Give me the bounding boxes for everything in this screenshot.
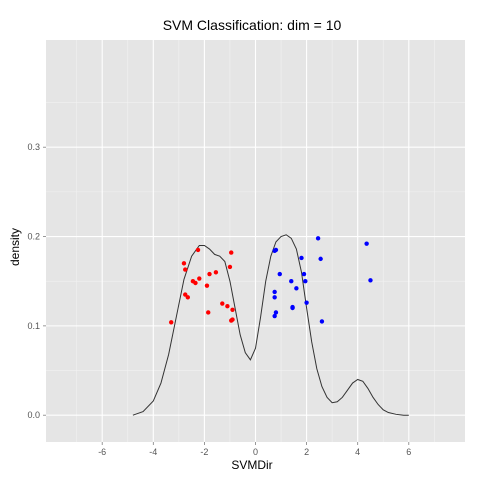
data-point bbox=[230, 308, 234, 312]
data-point bbox=[206, 310, 210, 314]
data-point bbox=[316, 236, 320, 240]
y-tick-label: 0.2 bbox=[27, 232, 40, 242]
data-point bbox=[196, 248, 200, 252]
y-tick-label: 0.3 bbox=[27, 142, 40, 152]
data-point bbox=[205, 283, 209, 287]
y-tick-label: 0.1 bbox=[27, 321, 40, 331]
data-point bbox=[278, 272, 282, 276]
y-axis-ticks: 0.0 0.1 0.2 0.3 bbox=[27, 142, 46, 420]
data-point bbox=[364, 241, 368, 245]
data-point bbox=[368, 278, 372, 282]
data-point bbox=[320, 319, 324, 323]
x-axis-title: SVMDir bbox=[231, 458, 272, 472]
x-tick-label: -4 bbox=[149, 447, 157, 457]
data-point bbox=[229, 250, 233, 254]
data-point bbox=[299, 256, 303, 260]
data-point bbox=[207, 272, 211, 276]
data-point bbox=[193, 281, 197, 285]
data-point bbox=[318, 257, 322, 261]
data-point bbox=[197, 276, 201, 280]
x-tick-label: 6 bbox=[406, 447, 411, 457]
x-tick-label: -6 bbox=[98, 447, 106, 457]
x-tick-label: 2 bbox=[304, 447, 309, 457]
data-point bbox=[228, 265, 232, 269]
data-point bbox=[304, 300, 308, 304]
data-point bbox=[303, 279, 307, 283]
data-point bbox=[272, 314, 276, 318]
x-tick-label: 4 bbox=[355, 447, 360, 457]
data-point bbox=[214, 270, 218, 274]
chart-title: SVM Classification: dim = 10 bbox=[163, 17, 342, 33]
data-point bbox=[230, 317, 234, 321]
data-point bbox=[220, 301, 224, 305]
data-point bbox=[272, 290, 276, 294]
x-tick-label: -2 bbox=[200, 447, 208, 457]
data-point bbox=[272, 295, 276, 299]
x-tick-label: 0 bbox=[253, 447, 258, 457]
data-point bbox=[225, 304, 229, 308]
data-point bbox=[183, 267, 187, 271]
data-point bbox=[182, 261, 186, 265]
data-point bbox=[302, 272, 306, 276]
data-point bbox=[289, 279, 293, 283]
x-axis-ticks: -6 -4 -2 0 2 4 6 bbox=[98, 442, 411, 457]
data-point bbox=[169, 320, 173, 324]
data-point bbox=[274, 248, 278, 252]
data-point bbox=[294, 286, 298, 290]
y-axis-title: density bbox=[8, 228, 22, 266]
y-tick-label: 0.0 bbox=[27, 410, 40, 420]
data-point bbox=[290, 306, 294, 310]
data-point bbox=[186, 295, 190, 299]
